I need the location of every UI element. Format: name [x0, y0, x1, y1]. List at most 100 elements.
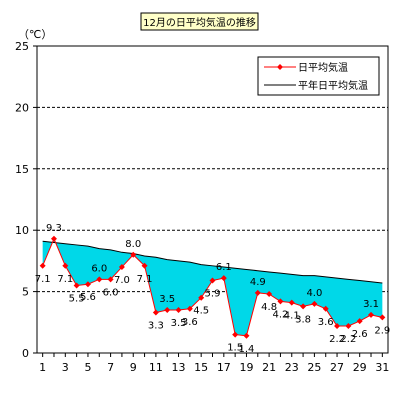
data-label: 6.1	[216, 262, 232, 273]
y-tick-label: 15	[15, 163, 29, 176]
daily-temperature-point	[243, 332, 250, 339]
y-tick-label: 10	[15, 224, 29, 237]
daily-temperature-point	[232, 331, 239, 338]
legend: 日平均気温 平年日平均気温	[257, 56, 380, 96]
data-label: 1.5	[227, 343, 243, 354]
legend-label-actual: 日平均気温	[298, 61, 348, 74]
x-tick-label: 17	[217, 361, 231, 374]
fill-between-polygon	[42, 238, 383, 336]
x-tick-label: 15	[194, 361, 208, 374]
x-tick-label: 7	[107, 361, 114, 374]
y-tick-label: 0	[22, 347, 29, 360]
x-tick-label: 31	[375, 361, 389, 374]
x-tick-label: 11	[149, 361, 163, 374]
x-axis-ticks: 1 3 5 7 9 11 13 15 17 19 21 23 25 27 29 31	[39, 353, 389, 374]
daily-temperature-point	[152, 309, 159, 316]
data-label: 4.1	[284, 311, 300, 322]
y-axis-ticks: 0 5 10 15 20 25	[15, 40, 37, 360]
x-tick-label: 9	[130, 361, 137, 374]
x-tick-label: 27	[330, 361, 344, 374]
x-tick-label: 3	[62, 361, 69, 374]
daily-temperature-point	[118, 264, 125, 271]
data-labels: 7.19.37.15.55.66.06.07.08.07.13.33.53.53…	[35, 223, 391, 355]
daily-temperature-point	[164, 307, 171, 314]
data-label: 4.2	[272, 309, 288, 320]
x-tick-label: 5	[84, 361, 91, 374]
data-label: 4.5	[193, 306, 209, 317]
data-label: 4.0	[306, 288, 322, 299]
daily-temperature-point	[39, 262, 46, 269]
data-label: 5.5	[69, 293, 85, 304]
data-label: 3.3	[148, 320, 164, 331]
data-label: 3.5	[171, 318, 187, 329]
x-tick-label: 19	[239, 361, 253, 374]
daily-temperature-point	[62, 262, 69, 269]
daily-temperature-point	[186, 305, 193, 312]
y-tick-label: 5	[22, 286, 29, 299]
daily-temperature-point	[198, 294, 205, 301]
daily-temperature-point	[220, 275, 227, 282]
data-label: 7.1	[137, 274, 153, 285]
data-label: 3.6	[182, 317, 198, 328]
daily-temperature-series	[39, 235, 386, 339]
data-label: 2.2	[340, 334, 356, 345]
data-label: 7.1	[57, 274, 73, 285]
daily-temperature-point	[84, 281, 91, 288]
fill-between-area	[42, 238, 383, 336]
daily-temperature-point	[96, 276, 103, 283]
daily-temperature-point	[141, 262, 148, 269]
legend-marker-actual	[277, 64, 283, 70]
data-label: 8.0	[125, 239, 141, 250]
data-label: 6.0	[91, 263, 107, 274]
daily-temperature-point	[345, 322, 352, 329]
data-label: 3.1	[363, 299, 379, 310]
x-tick-label: 23	[285, 361, 299, 374]
data-label: 5.6	[80, 292, 96, 303]
daily-temperature-point	[288, 299, 295, 306]
y-tick-label: 25	[15, 40, 29, 53]
daily-temperature-point	[368, 311, 375, 318]
daily-temperature-point	[334, 322, 341, 329]
data-label: 3.5	[159, 294, 175, 305]
normal-temperature-line	[42, 240, 383, 284]
daily-temperature-point	[300, 303, 307, 310]
data-label: 7.0	[114, 275, 130, 286]
daily-temperature-point	[277, 298, 284, 305]
daily-temperature-point	[130, 251, 137, 258]
data-label: 4.8	[261, 302, 277, 313]
data-label: 9.3	[46, 223, 62, 234]
y-tick-label: 20	[15, 101, 29, 114]
daily-temperature-point	[379, 314, 386, 321]
daily-temperature-point	[254, 289, 261, 296]
daily-temperature-point	[322, 305, 329, 312]
data-label: 2.6	[352, 329, 368, 340]
daily-temperature-point	[73, 282, 80, 289]
daily-temperature-point	[50, 235, 57, 242]
y-unit-label: （℃）	[18, 28, 52, 41]
legend-label-normal: 平年日平均気温	[298, 79, 368, 92]
legend-box	[257, 56, 380, 96]
normal-temperature-series	[42, 240, 383, 284]
data-label: 6.0	[103, 287, 119, 298]
daily-temperature-point	[175, 307, 182, 314]
data-label: 1.4	[239, 344, 255, 355]
chart-title: 12月の日平均気温の推移	[143, 16, 256, 29]
data-label: 5.9	[205, 289, 221, 300]
x-tick-label: 25	[307, 361, 321, 374]
daily-temperature-point	[107, 276, 114, 283]
daily-temperature-point	[209, 277, 216, 284]
data-label: 2.9	[374, 325, 390, 336]
data-label: 4.9	[250, 277, 266, 288]
data-label: 2.2	[329, 334, 345, 345]
x-tick-label: 29	[353, 361, 367, 374]
data-label: 3.6	[318, 317, 334, 328]
title-box	[140, 12, 259, 31]
x-tick-label: 1	[39, 361, 46, 374]
x-tick-label: 13	[172, 361, 186, 374]
daily-temperature-point	[356, 318, 363, 325]
data-label: 7.1	[35, 274, 51, 285]
data-label: 3.8	[295, 314, 311, 325]
daily-temperature-point	[311, 300, 318, 307]
x-tick-label: 21	[262, 361, 276, 374]
